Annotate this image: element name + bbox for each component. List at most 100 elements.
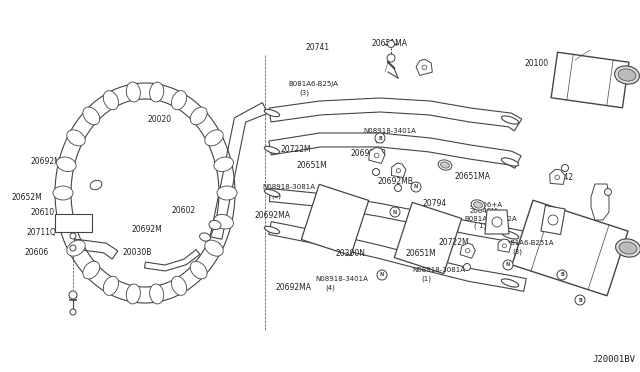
Polygon shape bbox=[55, 214, 92, 232]
Circle shape bbox=[411, 182, 421, 192]
Ellipse shape bbox=[618, 69, 636, 81]
Polygon shape bbox=[394, 202, 461, 274]
Ellipse shape bbox=[67, 240, 85, 256]
Ellipse shape bbox=[264, 146, 280, 154]
Ellipse shape bbox=[438, 160, 452, 170]
Text: 20606: 20606 bbox=[24, 248, 49, 257]
Polygon shape bbox=[269, 189, 526, 244]
Polygon shape bbox=[369, 147, 385, 163]
Text: 20100: 20100 bbox=[525, 59, 549, 68]
Ellipse shape bbox=[474, 202, 483, 208]
Circle shape bbox=[70, 309, 76, 315]
Ellipse shape bbox=[83, 107, 100, 125]
Text: 20692M: 20692M bbox=[31, 157, 61, 166]
Text: N08918-3081A: N08918-3081A bbox=[413, 267, 466, 273]
Text: 20711Q: 20711Q bbox=[27, 228, 57, 237]
Text: B: B bbox=[578, 298, 582, 302]
Text: 20651M: 20651M bbox=[406, 249, 436, 258]
Ellipse shape bbox=[150, 284, 164, 304]
Text: 20692MB: 20692MB bbox=[351, 149, 387, 158]
Text: 20651MA: 20651MA bbox=[454, 172, 490, 181]
Text: (3): (3) bbox=[299, 90, 309, 96]
Ellipse shape bbox=[53, 186, 73, 200]
Circle shape bbox=[465, 248, 470, 253]
Ellipse shape bbox=[471, 200, 485, 210]
Text: 20030B: 20030B bbox=[123, 248, 152, 257]
Polygon shape bbox=[485, 210, 509, 234]
Circle shape bbox=[605, 189, 611, 196]
Polygon shape bbox=[210, 103, 268, 239]
Text: 20722M: 20722M bbox=[438, 238, 469, 247]
Ellipse shape bbox=[172, 276, 187, 295]
Ellipse shape bbox=[103, 91, 118, 110]
Polygon shape bbox=[541, 205, 565, 234]
Ellipse shape bbox=[172, 91, 187, 110]
Circle shape bbox=[374, 153, 379, 158]
Text: (4): (4) bbox=[374, 137, 384, 143]
Polygon shape bbox=[301, 185, 369, 256]
Circle shape bbox=[387, 41, 394, 48]
Ellipse shape bbox=[56, 214, 76, 229]
Circle shape bbox=[561, 164, 568, 171]
Text: B081A6-B162A: B081A6-B162A bbox=[465, 216, 517, 222]
Polygon shape bbox=[460, 243, 476, 258]
Polygon shape bbox=[269, 133, 521, 168]
Circle shape bbox=[548, 215, 558, 225]
Text: N08918-3081A: N08918-3081A bbox=[262, 184, 316, 190]
Circle shape bbox=[390, 207, 400, 217]
Text: J20001BV: J20001BV bbox=[592, 355, 635, 364]
Circle shape bbox=[575, 295, 585, 305]
Text: (1): (1) bbox=[421, 276, 431, 282]
Text: N: N bbox=[506, 263, 510, 267]
Polygon shape bbox=[269, 98, 522, 131]
Text: 20651MA: 20651MA bbox=[371, 39, 407, 48]
Ellipse shape bbox=[217, 186, 237, 200]
Ellipse shape bbox=[501, 279, 518, 287]
Text: 20610: 20610 bbox=[31, 208, 55, 217]
Text: 20692MB: 20692MB bbox=[378, 177, 413, 186]
Text: 20606+A: 20606+A bbox=[470, 202, 503, 208]
Text: N08918-3401A: N08918-3401A bbox=[315, 276, 368, 282]
Text: 20640M: 20640M bbox=[469, 208, 497, 214]
Ellipse shape bbox=[200, 233, 211, 241]
Text: N: N bbox=[380, 273, 384, 278]
Text: ( 1): ( 1) bbox=[474, 223, 486, 230]
Polygon shape bbox=[145, 250, 200, 271]
Text: 20742: 20742 bbox=[549, 173, 573, 182]
Ellipse shape bbox=[126, 82, 140, 102]
Circle shape bbox=[394, 185, 401, 192]
Text: B081A6-B25JA: B081A6-B25JA bbox=[288, 81, 338, 87]
Ellipse shape bbox=[90, 180, 102, 190]
Circle shape bbox=[503, 260, 513, 270]
Circle shape bbox=[555, 175, 559, 180]
Ellipse shape bbox=[619, 242, 637, 254]
Ellipse shape bbox=[103, 276, 118, 295]
Text: N: N bbox=[393, 209, 397, 215]
Text: (3): (3) bbox=[512, 248, 522, 255]
Polygon shape bbox=[269, 222, 526, 291]
Circle shape bbox=[377, 270, 387, 280]
Circle shape bbox=[463, 263, 470, 270]
Circle shape bbox=[69, 291, 77, 299]
Polygon shape bbox=[551, 52, 629, 108]
Ellipse shape bbox=[214, 157, 234, 171]
Polygon shape bbox=[416, 59, 432, 76]
Text: 20794: 20794 bbox=[422, 199, 447, 208]
Ellipse shape bbox=[440, 162, 449, 168]
Circle shape bbox=[502, 244, 506, 248]
Ellipse shape bbox=[56, 157, 76, 171]
Ellipse shape bbox=[264, 189, 280, 197]
Ellipse shape bbox=[616, 239, 640, 257]
Text: 20602: 20602 bbox=[172, 206, 196, 215]
Ellipse shape bbox=[614, 66, 639, 84]
Polygon shape bbox=[591, 184, 609, 220]
Text: 20692M: 20692M bbox=[131, 225, 162, 234]
Circle shape bbox=[70, 233, 76, 239]
Circle shape bbox=[557, 270, 567, 280]
Ellipse shape bbox=[126, 284, 140, 304]
Ellipse shape bbox=[264, 227, 280, 234]
Ellipse shape bbox=[150, 82, 164, 102]
Polygon shape bbox=[74, 239, 118, 259]
Text: 20652M: 20652M bbox=[12, 193, 42, 202]
Text: N: N bbox=[414, 185, 418, 189]
